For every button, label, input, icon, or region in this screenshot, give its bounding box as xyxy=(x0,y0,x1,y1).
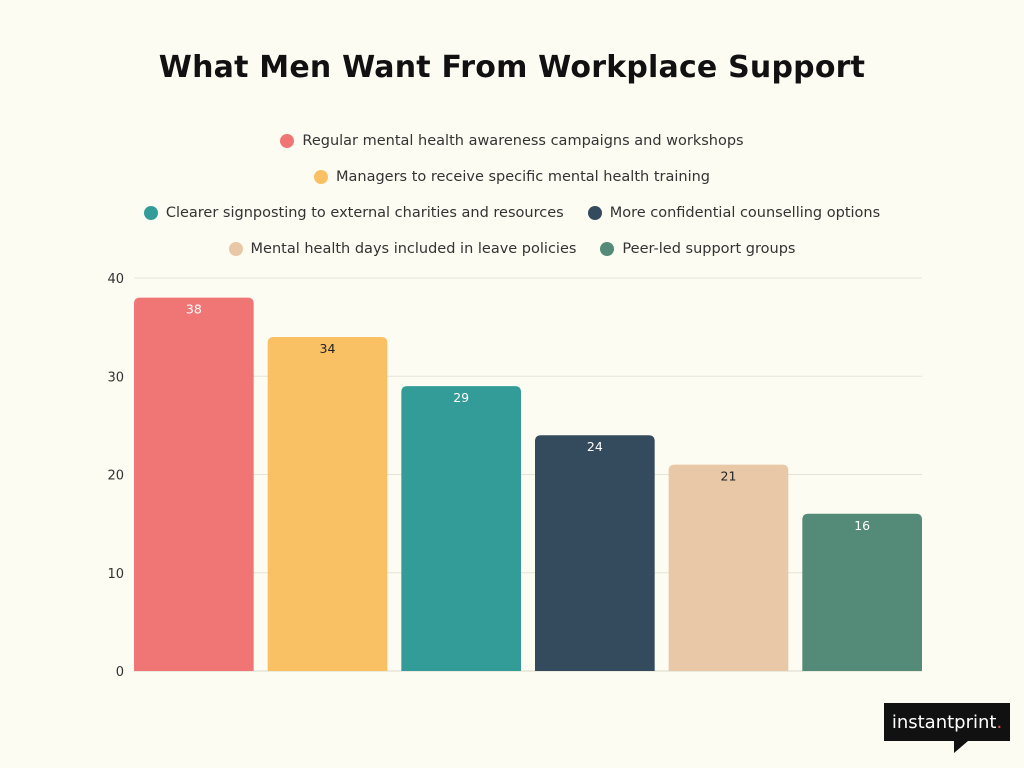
y-tick-label: 40 xyxy=(107,272,124,287)
legend-item: Peer-led support groups xyxy=(600,241,795,257)
legend-label: Peer-led support groups xyxy=(622,241,796,257)
legend-label: More confidential counselling options xyxy=(609,205,881,221)
legend-label: Clearer signposting to external charitie… xyxy=(165,205,564,221)
legend-label: Mental health days included in leave pol… xyxy=(250,241,577,257)
legend-row-4: Mental health days included in leave pol… xyxy=(0,241,1024,257)
bar-value-label: 21 xyxy=(721,469,737,484)
bar-value-label: 38 xyxy=(186,302,202,317)
bar xyxy=(267,336,388,671)
y-tick-label: 0 xyxy=(116,665,124,680)
legend-item: Regular mental health awareness campaign… xyxy=(280,133,744,149)
legend-row-3: Clearer signposting to external charitie… xyxy=(0,205,1024,221)
logo-dot: . xyxy=(996,711,1003,733)
legend-swatch xyxy=(228,242,243,256)
y-tick-label: 10 xyxy=(107,567,124,582)
legend-row-1: Regular mental health awareness campaign… xyxy=(0,133,1024,149)
legend-swatch xyxy=(280,134,295,148)
bar xyxy=(535,435,655,671)
legend-item: Managers to receive specific mental heal… xyxy=(313,169,710,185)
bar-value-label: 29 xyxy=(453,390,469,405)
chart-title: What Men Want From Workplace Support xyxy=(158,50,866,85)
legend-swatch xyxy=(600,242,615,256)
logo-speech-tail xyxy=(954,741,968,753)
legend-label: Regular mental health awareness campaign… xyxy=(302,133,744,149)
legend-item: More confidential counselling options xyxy=(587,205,881,221)
y-tick-label: 20 xyxy=(107,469,124,484)
legend-swatch xyxy=(143,206,158,220)
bar-value-label: 24 xyxy=(587,439,603,454)
y-tick-label: 30 xyxy=(107,370,124,385)
bar-value-label: 16 xyxy=(854,518,870,533)
bar xyxy=(668,464,789,671)
legend-item: Clearer signposting to external charitie… xyxy=(143,205,564,221)
legend-label: Managers to receive specific mental heal… xyxy=(335,169,710,185)
instantprint-logo: instantprint. xyxy=(884,703,1010,741)
bar-chart: 0 10 20 30 40 38 34 29 24 21 16 xyxy=(107,272,922,680)
legend-swatch xyxy=(313,170,328,184)
bar xyxy=(401,386,521,671)
logo-text: instantprint xyxy=(891,711,997,733)
legend-row-2: Managers to receive specific mental heal… xyxy=(0,169,1024,185)
bar xyxy=(802,513,922,671)
legend-item: Mental health days included in leave pol… xyxy=(228,241,577,257)
bar xyxy=(134,297,254,671)
legend-swatch xyxy=(587,206,602,220)
bar-value-label: 34 xyxy=(320,341,336,356)
